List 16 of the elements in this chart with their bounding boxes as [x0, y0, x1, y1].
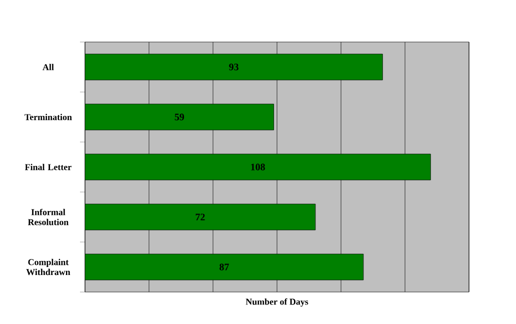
y-tick-label: Final Letter — [24, 164, 72, 170]
y-tick-label: All — [42, 64, 54, 70]
y-tick-label: Informal Resolution — [28, 208, 69, 226]
bar — [85, 154, 431, 180]
bar — [85, 254, 364, 280]
y-tick-label: Termination — [24, 114, 72, 120]
bar — [85, 104, 274, 130]
data-label: 87 — [220, 264, 229, 270]
data-label: 93 — [229, 64, 238, 70]
data-label: 59 — [174, 114, 184, 120]
bar — [85, 204, 316, 230]
data-label: 108 — [251, 164, 265, 170]
y-tick-label: Complaint Withdrawn — [26, 258, 70, 276]
bar — [85, 54, 383, 80]
data-label: 72 — [196, 214, 205, 220]
x-axis-title: Number of Days — [246, 298, 308, 307]
